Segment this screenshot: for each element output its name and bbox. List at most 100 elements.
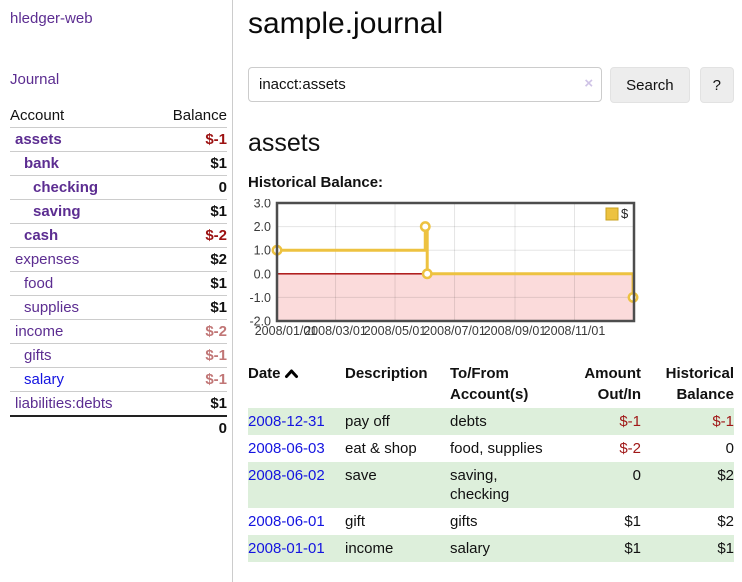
main-content: sample.journal × Search ? assets Histori… bbox=[248, 0, 734, 562]
help-button[interactable]: ? bbox=[699, 67, 734, 103]
transaction-accounts: salary bbox=[450, 535, 575, 562]
y-axis-tick-label: 3.0 bbox=[254, 199, 271, 211]
x-axis-tick-label: 2008/11/01 bbox=[544, 324, 606, 338]
account-balance: $1 bbox=[151, 391, 227, 417]
plot-border bbox=[275, 201, 636, 323]
account-row: salary $-1 bbox=[10, 367, 227, 392]
search-form: × Search ? bbox=[248, 67, 734, 103]
transaction-accounts: food, supplies bbox=[450, 435, 575, 462]
account-row: cash $-2 bbox=[10, 223, 227, 248]
account-row: gifts $-1 bbox=[10, 343, 227, 368]
accounts-table-header: Account Balance bbox=[10, 104, 227, 128]
accounts-line: salary bbox=[450, 540, 491, 557]
account-link-supplies[interactable]: supplies bbox=[24, 299, 80, 316]
negative-region bbox=[277, 273, 634, 321]
account-link-checking[interactable]: checking bbox=[33, 179, 99, 196]
transaction-date-link[interactable]: 2008-06-02 bbox=[248, 467, 325, 484]
transaction-date-link[interactable]: 2008-06-01 bbox=[248, 513, 325, 530]
account-link-liabilities-debts[interactable]: liabilities:debts bbox=[15, 395, 113, 412]
account-row: saving $1 bbox=[10, 199, 227, 224]
data-point-marker bbox=[419, 221, 431, 233]
amount-header-line1: Amount bbox=[584, 365, 641, 382]
transaction-row: 2008-06-01 gift gifts $1 $2 bbox=[248, 508, 734, 535]
chart-legend: $ bbox=[605, 206, 629, 221]
account-link-bank[interactable]: bank bbox=[24, 155, 60, 172]
account-balance: $-2 bbox=[151, 319, 227, 344]
transaction-accounts: saving, checking bbox=[450, 462, 575, 508]
account-balance: $-1 bbox=[151, 367, 227, 392]
account-link-salary[interactable]: salary bbox=[24, 371, 65, 388]
accounts-line: debts bbox=[450, 413, 487, 430]
transaction-date-link[interactable]: 2008-06-03 bbox=[248, 440, 325, 457]
amount-column-header: Amount Out/In bbox=[575, 360, 641, 408]
transaction-amount: $1 bbox=[624, 513, 641, 530]
accounts-line: gifts bbox=[450, 513, 478, 530]
transaction-row: 2008-06-03 eat & shop food, supplies $-2… bbox=[248, 435, 734, 462]
legend-series-label: $ bbox=[621, 206, 629, 221]
y-axis-tick-label: -1.0 bbox=[249, 291, 271, 305]
transaction-description: gift bbox=[345, 513, 366, 530]
transaction-amount: $-2 bbox=[619, 440, 641, 457]
account-link-income[interactable]: income bbox=[15, 323, 64, 340]
transaction-amount: $1 bbox=[624, 540, 641, 557]
transaction-accounts: debts bbox=[450, 408, 575, 435]
clear-search-icon[interactable]: × bbox=[584, 75, 594, 92]
search-button[interactable]: Search bbox=[610, 67, 690, 103]
date-column-header: Date bbox=[248, 360, 345, 408]
account-row: income $-2 bbox=[10, 319, 227, 344]
app-title-link[interactable]: hledger-web bbox=[10, 10, 93, 27]
transaction-row: 2008-01-01 income salary $1 $1 bbox=[248, 535, 734, 562]
account-row: liabilities:debts $1 bbox=[10, 391, 227, 417]
account-row: assets $-1 bbox=[10, 127, 227, 152]
transaction-balance: $-1 bbox=[712, 413, 734, 430]
date-header-label: Date bbox=[248, 365, 281, 382]
historical-balance-chart: 3.0 2.0 1.0 0.0 -1.0 -2.0 2008/01/01 2008/03/01… bbox=[248, 197, 643, 341]
account-row: checking 0 bbox=[10, 175, 227, 200]
balance-column-header: Balance bbox=[151, 104, 227, 128]
account-balance: $-1 bbox=[151, 343, 227, 368]
sidebar: hledger-web Journal Account Balance asse… bbox=[0, 0, 233, 582]
transaction-balance: 0 bbox=[725, 440, 734, 457]
y-axis-tick-label: 1.0 bbox=[254, 244, 271, 258]
search-input[interactable] bbox=[248, 67, 603, 102]
page-title: sample.journal bbox=[248, 7, 444, 40]
account-link-assets[interactable]: assets bbox=[15, 131, 62, 148]
search-box: × bbox=[248, 67, 603, 102]
account-row: supplies $1 bbox=[10, 295, 227, 320]
balance-column-header: Historical Balance bbox=[641, 360, 734, 408]
accounts-header-line2: Account(s) bbox=[450, 386, 529, 403]
account-heading: assets bbox=[248, 129, 321, 157]
accounts-total-balance: 0 bbox=[151, 415, 227, 440]
account-balance: $1 bbox=[151, 151, 227, 176]
data-point-marker bbox=[421, 268, 433, 280]
account-balance: $-1 bbox=[151, 127, 227, 152]
account-column-header: Account bbox=[10, 104, 152, 128]
accounts-header-line1: To/From bbox=[450, 365, 509, 382]
account-link-cash[interactable]: cash bbox=[24, 227, 59, 244]
account-link-gifts[interactable]: gifts bbox=[24, 347, 52, 364]
account-balance: $1 bbox=[151, 199, 227, 224]
account-link-saving[interactable]: saving bbox=[33, 203, 81, 220]
sort-ascending-icon bbox=[284, 369, 298, 378]
transaction-row: 2008-12-31 pay off debts $-1 $-1 bbox=[248, 408, 734, 435]
transaction-row: 2008-06-02 save saving, checking 0 $2 bbox=[248, 462, 734, 508]
account-balance: $1 bbox=[151, 295, 227, 320]
description-column-header: Description bbox=[345, 365, 428, 382]
x-axis-tick-label: 2008/01/01 bbox=[255, 324, 318, 338]
account-row: expenses $2 bbox=[10, 247, 227, 272]
account-balance: $1 bbox=[151, 271, 227, 296]
legend-swatch bbox=[605, 207, 619, 221]
transaction-balance: $2 bbox=[717, 513, 734, 530]
balance-header-line2: Balance bbox=[676, 386, 734, 403]
transaction-description: save bbox=[345, 467, 377, 484]
transaction-date-link[interactable]: 2008-12-31 bbox=[248, 413, 325, 430]
register-table: Date Description To/From Account(s) Amoun… bbox=[248, 360, 734, 562]
transaction-date-link[interactable]: 2008-01-01 bbox=[248, 540, 325, 557]
accounts-line: checking bbox=[450, 486, 510, 503]
account-link-expenses[interactable]: expenses bbox=[15, 251, 80, 268]
transaction-description: pay off bbox=[345, 413, 390, 430]
amount-header-line2: Out/In bbox=[597, 386, 641, 403]
sidebar-item-journal[interactable]: Journal bbox=[10, 71, 60, 88]
account-link-food[interactable]: food bbox=[24, 275, 54, 292]
transaction-accounts: gifts bbox=[450, 508, 575, 535]
